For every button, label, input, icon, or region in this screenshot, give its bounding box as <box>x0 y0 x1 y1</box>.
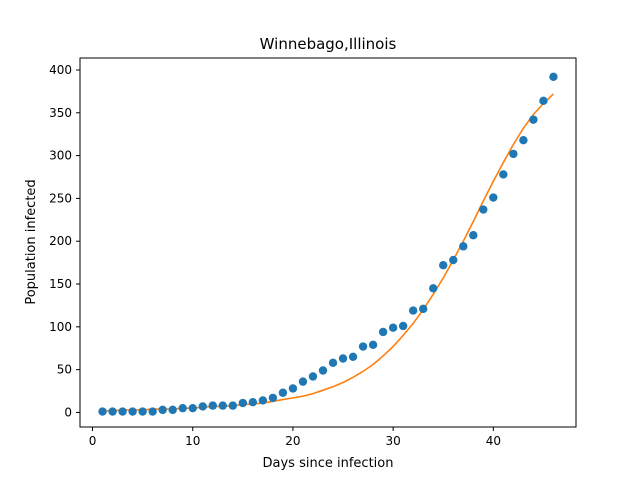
y-tick-label: 200 <box>49 234 72 248</box>
plot-area <box>98 72 558 416</box>
data-point <box>318 366 328 375</box>
data-point <box>439 260 448 270</box>
data-point <box>188 403 197 413</box>
data-point <box>258 396 268 405</box>
x-tick-label: 40 <box>486 434 501 448</box>
fit-curve-line <box>102 93 554 412</box>
data-point <box>398 321 408 331</box>
data-point <box>278 388 288 397</box>
data-point <box>469 231 478 240</box>
data-point <box>178 403 187 413</box>
data-point <box>378 327 388 337</box>
data-point <box>118 407 127 416</box>
data-point <box>408 306 418 315</box>
data-point <box>529 115 538 124</box>
x-axis-label: Days since infection <box>263 456 394 471</box>
data-point <box>388 323 398 332</box>
data-point <box>208 401 217 410</box>
data-point <box>298 377 308 386</box>
data-point <box>418 304 428 314</box>
data-point <box>328 358 338 367</box>
x-tick-label: 30 <box>385 434 400 448</box>
data-point <box>479 205 488 214</box>
data-point <box>449 255 458 265</box>
y-axis-label: Population infected <box>24 179 39 304</box>
y-tick-label: 400 <box>49 63 72 77</box>
x-tick-label: 20 <box>285 434 300 448</box>
chart-title: Winnebago,Illinois <box>260 35 397 53</box>
x-tick-label: 10 <box>185 434 200 448</box>
data-point <box>519 135 528 145</box>
x-tick-label: 0 <box>89 434 97 448</box>
data-point <box>268 393 278 403</box>
y-tick-label: 150 <box>49 277 72 291</box>
data-point <box>549 72 558 82</box>
data-point <box>128 407 137 416</box>
data-point <box>288 384 298 393</box>
y-tick-label: 300 <box>49 149 72 163</box>
data-point <box>429 284 438 293</box>
data-point <box>158 405 167 415</box>
data-point <box>308 372 318 381</box>
y-tick-label: 250 <box>49 191 72 205</box>
data-point <box>248 397 258 407</box>
data-point <box>98 407 107 416</box>
y-tick-label: 0 <box>64 405 72 419</box>
data-point <box>108 407 117 416</box>
data-point <box>368 340 378 350</box>
data-point <box>489 193 498 202</box>
y-tick-label: 50 <box>57 363 72 377</box>
data-point <box>348 352 358 361</box>
data-point <box>148 407 157 416</box>
data-point <box>138 407 147 416</box>
data-point <box>198 402 207 411</box>
plot-frame <box>79 57 577 428</box>
data-point <box>358 342 368 351</box>
y-tick-label: 100 <box>49 320 72 334</box>
data-point <box>499 170 508 179</box>
data-point <box>539 96 548 106</box>
data-point <box>459 242 468 251</box>
y-tick-label: 350 <box>49 106 72 120</box>
data-point <box>238 398 248 408</box>
data-point <box>218 401 227 410</box>
data-point <box>228 401 238 410</box>
data-point <box>168 405 177 415</box>
data-point <box>509 149 518 159</box>
data-point <box>338 354 348 363</box>
